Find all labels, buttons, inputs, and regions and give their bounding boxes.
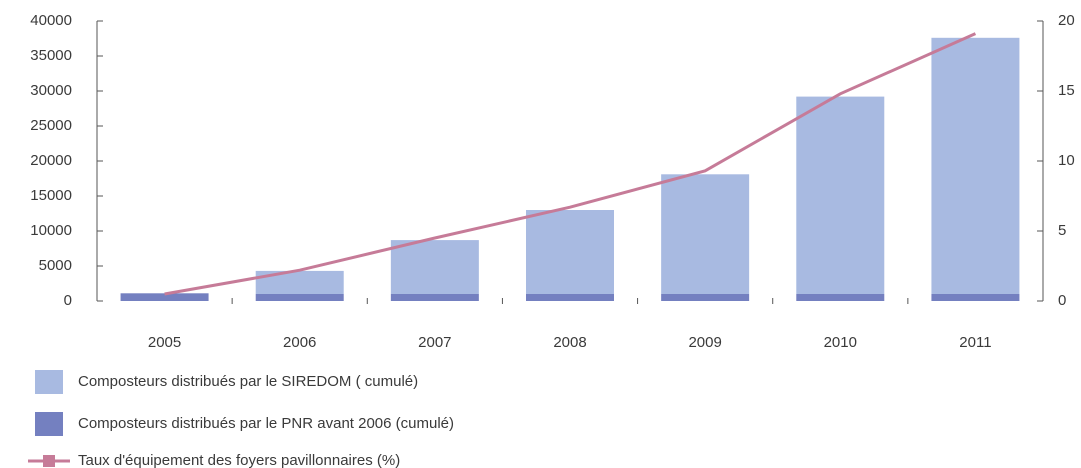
bar xyxy=(796,294,885,301)
y-tick-label: 40000 xyxy=(30,12,72,29)
x-tick-label: 2006 xyxy=(283,334,316,351)
legend-swatch xyxy=(35,412,63,436)
x-tick-label: 2007 xyxy=(418,334,451,351)
y-tick-label: 15000 xyxy=(30,187,72,204)
bar xyxy=(526,210,614,294)
x-tick-label: 2011 xyxy=(959,334,991,351)
y-tick-label: 10000 xyxy=(30,222,72,239)
x-tick-label: 2008 xyxy=(553,334,586,351)
y2-tick-label: 10 xyxy=(1058,152,1075,169)
legend-marker xyxy=(43,455,55,467)
y-tick-label: 0 xyxy=(64,292,72,309)
x-tick-label: 2009 xyxy=(688,334,721,351)
y2-tick-label: 5 xyxy=(1058,222,1066,239)
bar xyxy=(390,240,479,294)
bar xyxy=(526,294,614,301)
bar xyxy=(120,293,209,301)
bar xyxy=(796,96,885,294)
y2-tick-label: 0 xyxy=(1058,292,1066,309)
line xyxy=(164,32,977,296)
y-tick-label: 5000 xyxy=(39,257,72,274)
x-tick-label: 2010 xyxy=(824,334,857,351)
bar xyxy=(255,270,344,294)
bar xyxy=(255,294,344,301)
y2-tick-label: 20 xyxy=(1058,12,1075,29)
bar xyxy=(661,174,750,294)
y-tick-label: 20000 xyxy=(30,152,72,169)
y2-tick-label: 15 xyxy=(1058,82,1075,99)
legend-label: Composteurs distribués par le SIREDOM ( … xyxy=(78,373,418,390)
y-tick-label: 35000 xyxy=(30,47,72,64)
legend-swatch xyxy=(35,370,63,394)
bar xyxy=(931,37,1020,295)
x-tick-label: 2005 xyxy=(148,334,181,351)
y-tick-label: 30000 xyxy=(30,82,72,99)
y-tick-label: 25000 xyxy=(30,117,72,134)
bar xyxy=(661,294,750,301)
legend-label: Composteurs distribués par le PNR avant … xyxy=(78,415,454,432)
bar xyxy=(931,294,1020,301)
bar xyxy=(390,294,479,301)
legend-label: Taux d'équipement des foyers pavillonnai… xyxy=(78,452,400,468)
